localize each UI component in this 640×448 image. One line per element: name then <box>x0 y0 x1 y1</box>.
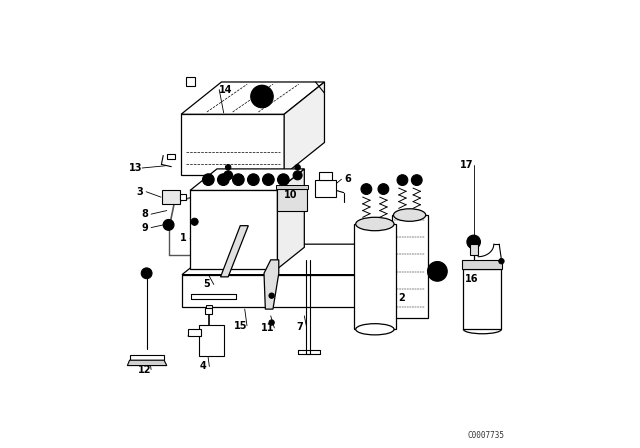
Text: 12: 12 <box>138 365 151 375</box>
Polygon shape <box>182 244 419 275</box>
Circle shape <box>248 174 259 185</box>
Circle shape <box>141 268 152 279</box>
Bar <box>163 190 180 204</box>
Circle shape <box>499 258 504 264</box>
Text: 2: 2 <box>398 293 405 303</box>
Text: 5: 5 <box>204 280 211 289</box>
Circle shape <box>361 184 372 194</box>
Polygon shape <box>392 215 428 318</box>
Bar <box>276 185 308 189</box>
Circle shape <box>278 174 289 185</box>
Circle shape <box>269 320 275 325</box>
Polygon shape <box>181 114 284 175</box>
Text: C0007735: C0007735 <box>467 431 504 440</box>
Polygon shape <box>129 355 164 360</box>
Circle shape <box>251 85 273 108</box>
Circle shape <box>397 175 408 185</box>
Text: 4: 4 <box>199 362 206 371</box>
Circle shape <box>293 171 302 180</box>
Bar <box>277 189 307 211</box>
Polygon shape <box>127 360 167 366</box>
Polygon shape <box>284 82 324 175</box>
Polygon shape <box>188 329 201 336</box>
Circle shape <box>428 262 447 281</box>
Ellipse shape <box>356 217 394 231</box>
Polygon shape <box>190 190 277 269</box>
Circle shape <box>163 220 174 230</box>
Text: 8: 8 <box>141 209 148 219</box>
Polygon shape <box>463 260 502 269</box>
Polygon shape <box>181 82 324 114</box>
Circle shape <box>232 174 244 185</box>
Circle shape <box>225 164 231 170</box>
Bar <box>206 305 212 308</box>
Text: 1: 1 <box>180 233 187 243</box>
Text: 10: 10 <box>284 190 298 200</box>
Text: 3: 3 <box>136 187 143 197</box>
Text: 15: 15 <box>234 321 247 331</box>
Circle shape <box>412 175 422 185</box>
Circle shape <box>218 174 229 185</box>
Ellipse shape <box>394 209 426 221</box>
Text: 9: 9 <box>141 223 148 233</box>
Polygon shape <box>182 275 381 307</box>
Bar <box>167 154 175 159</box>
Text: 6: 6 <box>345 174 351 184</box>
Polygon shape <box>221 226 248 277</box>
Polygon shape <box>353 224 396 329</box>
Circle shape <box>191 218 198 225</box>
Text: 17: 17 <box>460 160 474 170</box>
Polygon shape <box>319 172 332 180</box>
Circle shape <box>295 164 300 170</box>
Bar <box>186 77 195 86</box>
Ellipse shape <box>356 323 394 335</box>
Text: 7: 7 <box>296 322 303 332</box>
Circle shape <box>262 174 274 185</box>
Bar <box>180 194 186 200</box>
Polygon shape <box>264 260 279 309</box>
Polygon shape <box>277 169 305 269</box>
Circle shape <box>202 174 214 185</box>
Circle shape <box>269 293 275 298</box>
Circle shape <box>378 184 388 194</box>
Bar <box>205 308 212 314</box>
Polygon shape <box>381 244 419 307</box>
Bar <box>315 180 336 197</box>
Circle shape <box>224 171 233 180</box>
Text: 16: 16 <box>465 274 478 284</box>
Circle shape <box>467 235 481 249</box>
Bar <box>199 325 224 356</box>
Text: 14: 14 <box>219 85 233 95</box>
Polygon shape <box>190 169 305 190</box>
Text: 11: 11 <box>261 323 275 333</box>
Bar <box>470 244 478 255</box>
Polygon shape <box>463 269 502 329</box>
Text: 13: 13 <box>129 163 142 173</box>
